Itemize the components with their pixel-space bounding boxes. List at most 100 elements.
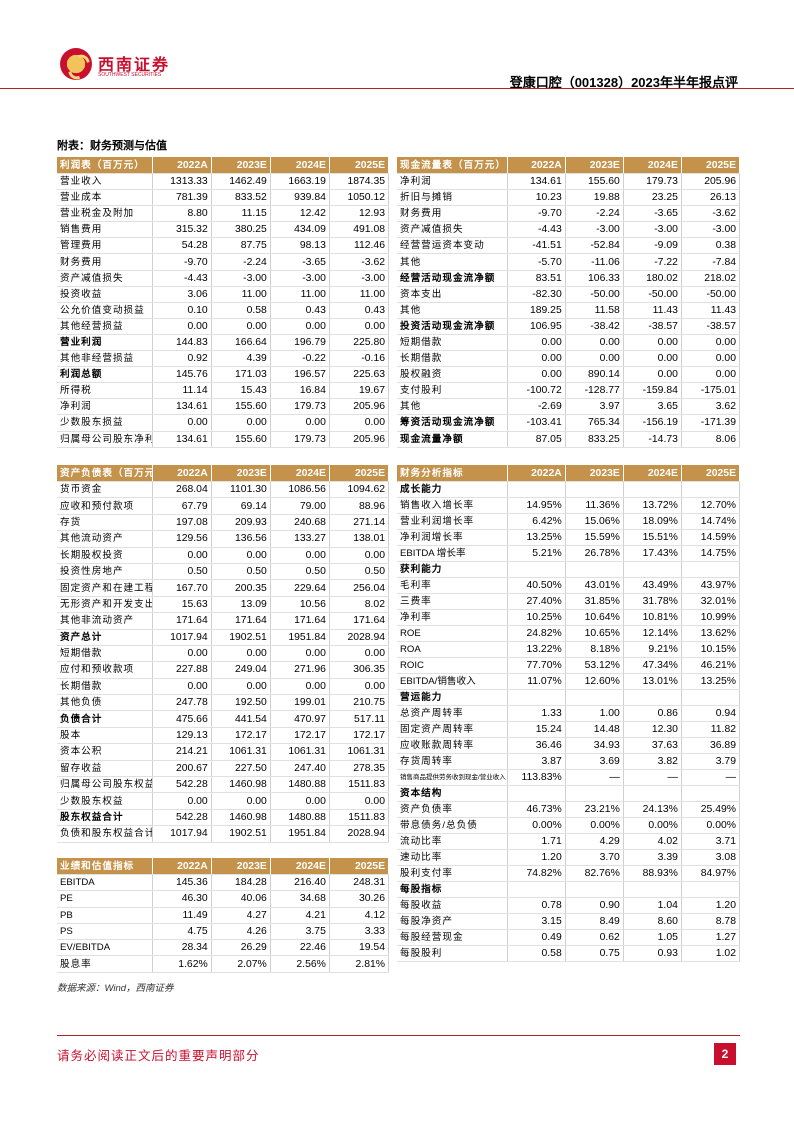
cell-value: 53.12%: [565, 657, 624, 674]
row-label: 资本公积: [57, 743, 153, 761]
table-row: 资产总计 1017.94 1902.51 1951.84 2028.94: [57, 629, 390, 646]
disclaimer-notice: 请务必阅读正文后的重要声明部分: [57, 1049, 260, 1063]
table-row: 营业收入 1313.33 1462.49 1663.19 1874.35: [57, 173, 390, 191]
cell-value: 197.08: [152, 514, 212, 532]
cell-value: 12.93: [329, 205, 390, 223]
table-row: 财务费用 -9.70 -2.24 -3.65 -3.62: [57, 253, 390, 271]
table-row: 三费率 27.40% 31.85% 31.78% 32.01%: [397, 593, 741, 610]
table-row: 净利润 134.61 155.60 179.73 205.96: [57, 398, 390, 416]
row-label: 负债和股东权益合计: [57, 825, 153, 843]
row-label: 资产减值损失: [57, 270, 153, 287]
cell-value: 172.17: [329, 727, 390, 745]
cell-value: 491.08: [329, 221, 390, 239]
row-label: 股权融资: [397, 366, 508, 384]
cell-value: 0.00: [623, 350, 682, 368]
cell-value: 14.95%: [507, 497, 566, 514]
cell-value: [681, 481, 741, 498]
year-header: 2025E: [681, 157, 741, 174]
cell-value: 74.82%: [507, 865, 566, 882]
row-label: 应付和预收款项: [57, 661, 153, 679]
cell-value: 0.00: [211, 792, 271, 810]
cell-value: 129.56: [152, 530, 212, 548]
row-label: 留存收益: [57, 760, 153, 778]
cell-value: [623, 881, 682, 898]
cell-value: 1.02: [681, 945, 741, 962]
table-row: 营业成本 781.39 833.52 939.84 1050.12: [57, 189, 390, 207]
cell-value: 19.67: [329, 382, 390, 400]
cell-value: 0.00: [329, 678, 390, 696]
cell-value: 189.25: [507, 302, 566, 319]
cell-value: 247.78: [152, 694, 212, 712]
table-row: 无形资产和开发支出 15.63 13.09 10.56 8.02: [57, 596, 390, 614]
cell-value: 24.13%: [623, 801, 682, 818]
cell-value: 83.51: [507, 270, 566, 287]
cell-value: 227.88: [152, 661, 212, 679]
cell-value: 46.21%: [681, 657, 741, 674]
cell-value: 23.21%: [565, 801, 624, 818]
cell-value: 67.79: [152, 497, 212, 515]
cashflow-statement-table: 现金流量表（百万元） 2022A 2023E 2024E 2025E 净利润 134.61 1…: [397, 157, 741, 448]
year-header: 2023E: [565, 465, 624, 482]
cell-value: 10.99%: [681, 609, 741, 626]
cell-value: 34.93: [565, 737, 624, 754]
cell-value: 315.32: [152, 221, 212, 239]
cell-value: 3.87: [507, 753, 566, 770]
cell-value: 1061.31: [270, 743, 330, 761]
table-row: 长期股权投资 0.00 0.00 0.00 0.00: [57, 547, 390, 564]
cell-value: 3.08: [681, 849, 741, 866]
cell-value: 0.00: [270, 645, 330, 663]
year-header: 2024E: [623, 465, 682, 482]
cell-value: -3.00: [211, 270, 271, 287]
table-title: 资产负债表（百万元）: [57, 465, 153, 482]
row-label: 净利润增长率: [397, 529, 508, 546]
table-row: 净利润增长率 13.25% 15.59% 15.51% 14.59%: [397, 529, 741, 546]
year-header: 2022A: [507, 157, 566, 174]
table-row: 股利支付率 74.82% 82.76% 88.93% 84.97%: [397, 865, 741, 882]
cell-value: 1902.51: [211, 629, 271, 646]
row-label: 其他非经营损益: [57, 350, 153, 368]
cell-value: 306.35: [329, 661, 390, 679]
cell-value: 4.29: [565, 833, 624, 850]
cell-value: [681, 881, 741, 898]
cell-value: 1061.31: [329, 743, 390, 761]
cell-value: [565, 561, 624, 578]
cell-value: 0.00: [152, 792, 212, 810]
cell-value: 1511.83: [329, 809, 390, 827]
cell-value: 0.94: [681, 705, 741, 722]
cell-value: 98.13: [270, 237, 330, 255]
cell-value: 1480.88: [270, 776, 330, 794]
row-label: 固定资产和在建工程: [57, 579, 153, 597]
page-number: 2: [714, 1043, 736, 1065]
cell-value: 10.65%: [565, 625, 624, 642]
row-label: 筹资活动现金流净额: [397, 414, 508, 432]
cell-value: 196.57: [270, 366, 330, 384]
cell-value: -38.42: [565, 318, 624, 335]
valuation-table: 业绩和估值指标 2022A 2023E 2024E 2025E EBITDA 145.36 1…: [57, 858, 390, 973]
table-row: PB 11.49 4.27 4.21 4.12: [57, 907, 390, 924]
cell-value: 11.43: [681, 302, 741, 319]
table-row: ROA 13.22% 8.18% 9.21% 10.15%: [397, 641, 741, 658]
cell-value: 0.86: [623, 705, 682, 722]
cell-value: 3.97: [565, 398, 624, 416]
cell-value: -5.70: [507, 253, 566, 271]
table-header-row: 利润表（百万元） 2022A 2023E 2024E 2025E: [57, 157, 390, 174]
cell-value: 133.27: [270, 530, 330, 548]
table-row: 存货 197.08 209.93 240.68 271.14: [57, 514, 390, 532]
cell-value: 15.63: [152, 596, 212, 614]
cell-value: 13.22%: [507, 641, 566, 658]
table-row: 资本结构: [397, 785, 741, 802]
table-row: 投资活动现金流净额 106.95 -38.42 -38.57 -38.57: [397, 318, 741, 335]
cell-value: [507, 785, 566, 802]
cell-value: 2028.94: [329, 825, 390, 843]
cell-value: 9.21%: [623, 641, 682, 658]
cell-value: 11.58: [565, 302, 624, 319]
cell-value: 34.68: [270, 890, 330, 908]
cell-value: -41.51: [507, 237, 566, 255]
table-title: 业绩和估值指标: [57, 858, 153, 875]
row-label: 营业税金及附加: [57, 205, 153, 223]
cell-value: 112.46: [329, 237, 390, 255]
cell-value: 0.38: [681, 237, 741, 255]
row-label: 营业利润增长率: [397, 513, 508, 530]
cell-value: -3.00: [681, 221, 741, 239]
row-label: 其他: [397, 302, 508, 319]
